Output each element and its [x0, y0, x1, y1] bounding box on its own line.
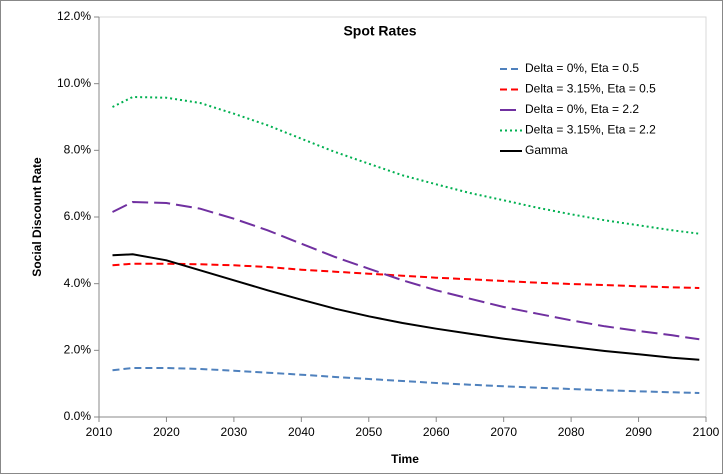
y-axis-label: Social Discount Rate — [30, 157, 44, 277]
x-tick-label: 2030 — [221, 425, 248, 439]
x-tick-label: 2020 — [153, 425, 180, 439]
legend-label: Delta = 0%, Eta = 0.5 — [525, 61, 639, 75]
x-tick-label: 2040 — [288, 425, 315, 439]
y-tick-label: 2.0% — [64, 343, 92, 357]
x-tick-label: 2070 — [490, 425, 517, 439]
chart-title: Spot Rates — [343, 23, 416, 39]
y-tick-label: 10.0% — [57, 76, 91, 90]
x-tick-label: 2010 — [86, 425, 113, 439]
x-axis-label: Time — [391, 452, 419, 466]
y-tick-label: 12.0% — [57, 9, 91, 23]
series-line — [112, 262, 700, 289]
y-tick-label: 8.0% — [64, 143, 92, 157]
legend-label: Delta = 3.15%, Eta = 2.2 — [525, 123, 656, 137]
y-tick-label: 4.0% — [64, 276, 92, 290]
series-line — [112, 253, 700, 361]
legend-label: Delta = 0%, Eta = 2.2 — [525, 102, 639, 116]
x-tick-label: 2090 — [625, 425, 652, 439]
legend-label: Delta = 3.15%, Eta = 0.5 — [525, 82, 656, 96]
series-line — [112, 367, 700, 394]
x-tick-label: 2080 — [558, 425, 585, 439]
series-line — [112, 95, 700, 235]
x-tick-label: 2050 — [355, 425, 382, 439]
x-tick-label: 2060 — [423, 425, 450, 439]
y-tick-label: 6.0% — [64, 209, 92, 223]
series-line — [112, 200, 700, 341]
x-tick-label: 2100 — [693, 425, 720, 439]
y-tick-label: 0.0% — [64, 409, 92, 423]
legend-label: Gamma — [525, 143, 568, 157]
